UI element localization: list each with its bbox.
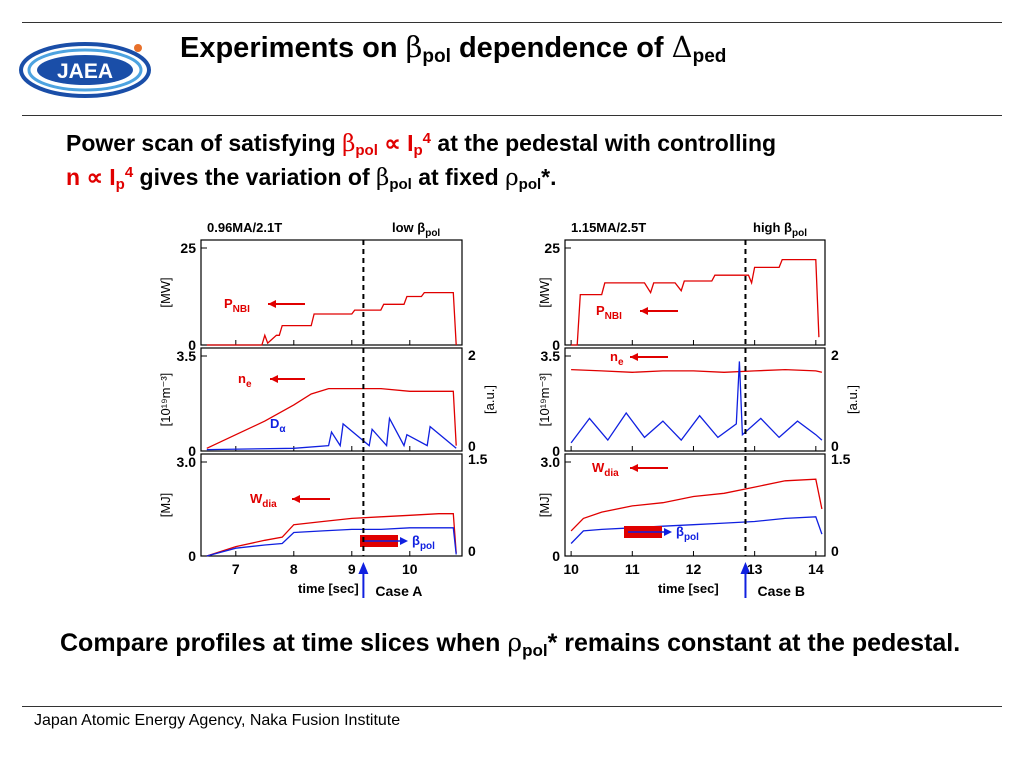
panel-frame [200,239,463,346]
page-title: Experiments on βpol dependence of Δped [180,30,727,67]
y2-tick-label: 0 [468,438,476,454]
series-line [206,387,457,449]
chart-title: 1.15MA/2.5T [571,220,646,235]
y-tick-label: 0 [188,337,196,353]
panel-frame [200,453,463,557]
betapol-legend-arrowhead [664,528,672,536]
y2-tick-label: 2 [468,347,476,363]
series-line [206,416,457,451]
y-tick-label: 0 [552,443,560,459]
x-axis-label: time [sec] [298,581,359,596]
y-tick-label: 3.0 [177,454,197,470]
footer-rule [22,706,1002,707]
y-axis-label: [MW] [158,277,173,307]
case-arrowhead [740,562,751,574]
y-tick-label: 25 [180,240,196,256]
series-line [206,513,457,557]
series-label: βpol [676,524,699,543]
y2-tick-label: 0 [468,543,476,559]
top-rule [22,22,1002,23]
y2-tick-label: 1.5 [468,451,488,467]
x-tick-label: 10 [563,561,579,577]
series-label: PNBI [596,303,622,322]
series-line [570,478,823,532]
intro-line-2: n ∝ Ip4 gives the variation of βpol at f… [66,164,557,193]
series-line [570,361,823,444]
series-line [570,516,823,544]
series-line [206,291,457,346]
case-arrowhead [358,562,369,574]
x-tick-label: 14 [808,561,824,577]
beta-regime-label: high βpol [753,220,807,239]
y-tick-label: 3.0 [541,454,561,470]
x-tick-label: 9 [348,561,356,577]
series-line [571,368,823,373]
legend-arrowhead [292,495,300,503]
series-label: PNBI [224,296,250,315]
series-line [206,527,457,557]
chart-title: 0.96MA/2.1T [207,220,282,235]
logo-text: JAEA [57,60,113,83]
y2-axis-label: [a.u.] [845,385,860,414]
y2-tick-label: 2 [831,347,839,363]
y-tick-label: 0 [188,548,196,564]
panel-frame [564,453,826,557]
legend-arrowhead [630,464,638,472]
legend-arrowhead [640,307,648,315]
legend-arrowhead [270,375,278,383]
y2-tick-label: 0 [831,543,839,559]
y2-tick-label: 1.5 [831,451,851,467]
y-axis-label: [MJ] [158,493,173,518]
panel-frame [564,239,826,346]
series-label: Dα [270,416,286,435]
y-tick-label: 3.5 [541,348,561,364]
y2-axis-label: [a.u.] [482,385,497,414]
y-tick-label: 3.5 [177,348,197,364]
conclusion-text: Compare profiles at time slices when ρpo… [60,628,961,660]
series-label: βpol [412,533,435,552]
x-tick-label: 13 [747,561,763,577]
y-axis-label: [MW] [537,277,552,307]
series-line [571,258,820,346]
y-tick-label: 0 [552,337,560,353]
beta-regime-label: low βpol [392,220,440,239]
x-tick-label: 10 [402,561,418,577]
y-axis-label: [10¹⁹m⁻³] [158,373,173,427]
x-tick-label: 11 [625,561,640,577]
y-tick-label: 25 [544,240,560,256]
y-tick-label: 0 [188,443,196,459]
y-axis-label: [10¹⁹m⁻³] [537,373,552,427]
case-label: Case B [757,583,804,599]
intro-line-1: Power scan of satisfying βpol ∝ Ip4 at t… [66,130,777,159]
case-label: Case A [375,583,422,599]
series-label: ne [238,371,252,390]
series-label: ne [610,349,624,368]
x-axis-label: time [sec] [658,581,719,596]
y-tick-label: 0 [552,548,560,564]
series-label: Wdia [250,491,277,510]
legend-arrowhead [268,300,276,308]
x-tick-label: 7 [232,561,240,577]
series-label: Wdia [592,460,619,479]
x-tick-label: 8 [290,561,298,577]
y2-tick-label: 0 [831,438,839,454]
header-rule [22,115,1002,116]
betapol-legend-arrowhead [400,537,408,545]
jaea-logo: JAEA [19,42,151,98]
footer-text: Japan Atomic Energy Agency, Naka Fusion … [34,712,401,729]
x-tick-label: 12 [686,561,702,577]
panel-frame [200,347,463,452]
panel-frame [564,347,826,452]
legend-arrowhead [630,353,638,361]
y-axis-label: [MJ] [537,493,552,518]
